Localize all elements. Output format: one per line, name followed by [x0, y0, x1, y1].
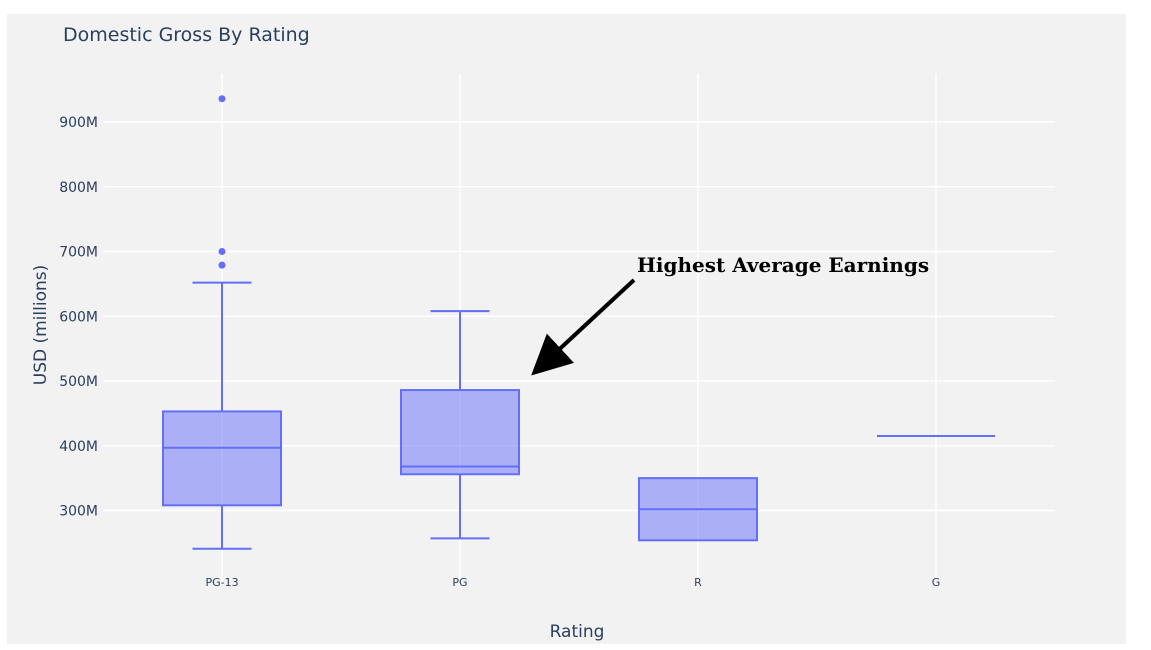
annotation-text: Highest Average Earnings: [637, 253, 929, 277]
annotation-arrow: [531, 278, 636, 376]
y-tick-label: 400M: [59, 439, 98, 455]
box-pg: [400, 310, 520, 540]
x-axis-title: Rating: [550, 622, 605, 642]
y-axis-ticks: 300M 400M 500M 600M 700M 800M 900M: [59, 115, 98, 520]
box-r: [638, 477, 758, 542]
chart-title: Domestic Gross By Rating: [63, 24, 310, 46]
x-axis-ticks: PG-13 PG R G: [205, 576, 940, 589]
annotation: Highest Average Earnings: [531, 253, 929, 376]
y-tick-label: 900M: [59, 115, 98, 131]
x-tick-label: G: [932, 576, 941, 589]
y-tick-label: 500M: [59, 374, 98, 390]
box-iqr: [400, 389, 520, 476]
box-iqr: [162, 410, 282, 507]
chart-figure: 300M 400M 500M 600M 700M 800M 900M PG-13 PG R G D…: [7, 14, 1126, 644]
box-pg-13: [162, 95, 282, 550]
y-axis-title: USD (millions): [31, 265, 51, 385]
box-series: [162, 95, 995, 550]
y-tick-label: 300M: [59, 504, 98, 520]
outlier-point: [218, 248, 226, 255]
y-tick-label: 800M: [59, 180, 98, 196]
outlier-point: [218, 95, 226, 103]
x-tick-label: R: [694, 576, 702, 589]
y-tick-label: 600M: [59, 309, 98, 325]
box-plot-chart: 300M 400M 500M 600M 700M 800M 900M PG-13 PG R G D…: [31, 24, 1055, 642]
outlier-point: [218, 261, 226, 269]
y-tick-label: 700M: [59, 245, 98, 261]
x-tick-label: PG: [452, 576, 467, 589]
x-tick-label: PG-13: [205, 576, 238, 589]
